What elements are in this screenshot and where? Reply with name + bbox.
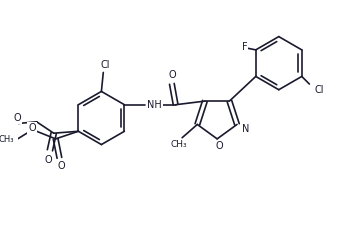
Text: O: O xyxy=(57,161,65,171)
Text: Cl: Cl xyxy=(100,60,110,70)
Text: F: F xyxy=(241,42,247,52)
Text: NH: NH xyxy=(147,100,162,110)
Text: N: N xyxy=(242,124,249,134)
Text: O: O xyxy=(215,141,223,152)
Text: O: O xyxy=(44,155,52,165)
Text: CH₃: CH₃ xyxy=(170,140,187,149)
Text: O: O xyxy=(168,70,176,80)
Text: O: O xyxy=(28,123,36,133)
Text: Cl: Cl xyxy=(314,85,324,95)
Text: O: O xyxy=(14,113,21,123)
Text: CH₃: CH₃ xyxy=(0,135,14,144)
